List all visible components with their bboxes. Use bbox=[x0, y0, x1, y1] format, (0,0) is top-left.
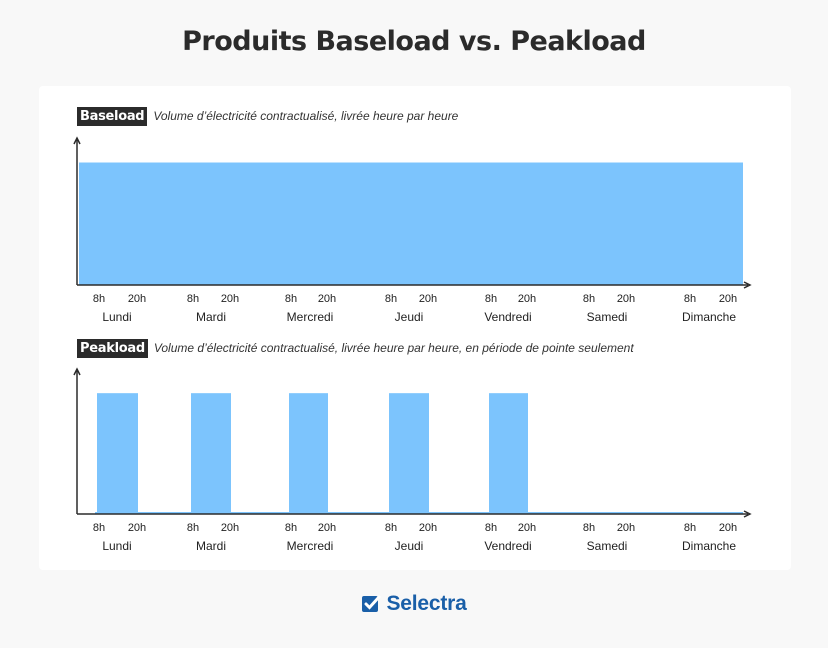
peakload-tick-8h: 8h bbox=[93, 522, 105, 534]
peakload-day-label: Samedi bbox=[587, 539, 628, 553]
peakload-tick-20h: 20h bbox=[128, 522, 146, 534]
peakload-bar-vendredi bbox=[489, 393, 528, 514]
baseload-tick-20h: 20h bbox=[318, 293, 336, 305]
peakload-day-label: Mardi bbox=[196, 539, 226, 553]
peakload-tick-8h: 8h bbox=[385, 522, 397, 534]
peakload-header: Peakload Volume d’électricité contractua… bbox=[77, 338, 634, 358]
peakload-tick-8h: 8h bbox=[187, 522, 199, 534]
baseload-day-label: Lundi bbox=[102, 310, 131, 324]
baseload-tick-20h: 20h bbox=[617, 293, 635, 305]
peakload-bar-jeudi bbox=[389, 393, 429, 514]
peakload-tick-8h: 8h bbox=[285, 522, 297, 534]
baseload-day-label: Vendredi bbox=[484, 310, 531, 324]
peakload-x-arrow bbox=[743, 510, 752, 518]
baseload-description: Volume d’électricité contractualisé, liv… bbox=[153, 109, 459, 123]
baseload-tick-8h: 8h bbox=[187, 293, 199, 305]
baseload-tag: Baseload bbox=[77, 106, 148, 126]
peakload-bar-mercredi bbox=[289, 393, 328, 514]
baseload-tick-8h: 8h bbox=[93, 293, 105, 305]
peakload-bar-mardi bbox=[191, 393, 231, 514]
peakload-tick-20h: 20h bbox=[518, 522, 536, 534]
peakload-day-label: Vendredi bbox=[484, 539, 531, 553]
baseload-tick-8h: 8h bbox=[684, 293, 696, 305]
baseload-day-label: Jeudi bbox=[395, 310, 424, 324]
baseload-tick-20h: 20h bbox=[518, 293, 536, 305]
peakload-tick-8h: 8h bbox=[583, 522, 595, 534]
peakload-day-label: Mercredi bbox=[287, 539, 334, 553]
peakload-tag: Peakload bbox=[77, 338, 148, 358]
peakload-bar-lundi bbox=[97, 393, 138, 514]
peakload-day-label: Jeudi bbox=[395, 539, 424, 553]
baseload-tick-20h: 20h bbox=[221, 293, 239, 305]
peakload-day-label: Lundi bbox=[102, 539, 131, 553]
baseload-tick-8h: 8h bbox=[385, 293, 397, 305]
baseload-tick-20h: 20h bbox=[419, 293, 437, 305]
baseload-day-label: Mardi bbox=[196, 310, 226, 324]
peakload-tick-20h: 20h bbox=[318, 522, 336, 534]
peakload-tick-8h: 8h bbox=[684, 522, 696, 534]
peakload-day-label: Dimanche bbox=[682, 539, 736, 553]
peakload-tick-20h: 20h bbox=[419, 522, 437, 534]
baseload-tick-8h: 8h bbox=[485, 293, 497, 305]
checkbox-icon bbox=[362, 595, 381, 612]
page-title: Produits Baseload vs. Peakload bbox=[182, 26, 646, 57]
peakload-y-arrow bbox=[73, 367, 81, 376]
baseload-tick-8h: 8h bbox=[285, 293, 297, 305]
baseload-day-label: Mercredi bbox=[287, 310, 334, 324]
peakload-tick-20h: 20h bbox=[221, 522, 239, 534]
baseload-tick-20h: 20h bbox=[128, 293, 146, 305]
baseload-area bbox=[79, 162, 743, 285]
baseload-tick-20h: 20h bbox=[719, 293, 737, 305]
peakload-tick-20h: 20h bbox=[617, 522, 635, 534]
selectra-logo: Selectra bbox=[0, 592, 828, 616]
baseload-day-label: Dimanche bbox=[682, 310, 736, 324]
peakload-tick-8h: 8h bbox=[485, 522, 497, 534]
baseload-x-arrow bbox=[743, 281, 752, 289]
peakload-tick-20h: 20h bbox=[719, 522, 737, 534]
brand-name: Selectra bbox=[386, 592, 467, 615]
baseload-tick-8h: 8h bbox=[583, 293, 595, 305]
baseload-day-label: Samedi bbox=[587, 310, 628, 324]
peakload-description: Volume d’électricité contractualisé, liv… bbox=[153, 341, 634, 355]
baseload-header: Baseload Volume d’électricité contractua… bbox=[77, 106, 458, 126]
baseload-y-arrow bbox=[73, 136, 81, 145]
